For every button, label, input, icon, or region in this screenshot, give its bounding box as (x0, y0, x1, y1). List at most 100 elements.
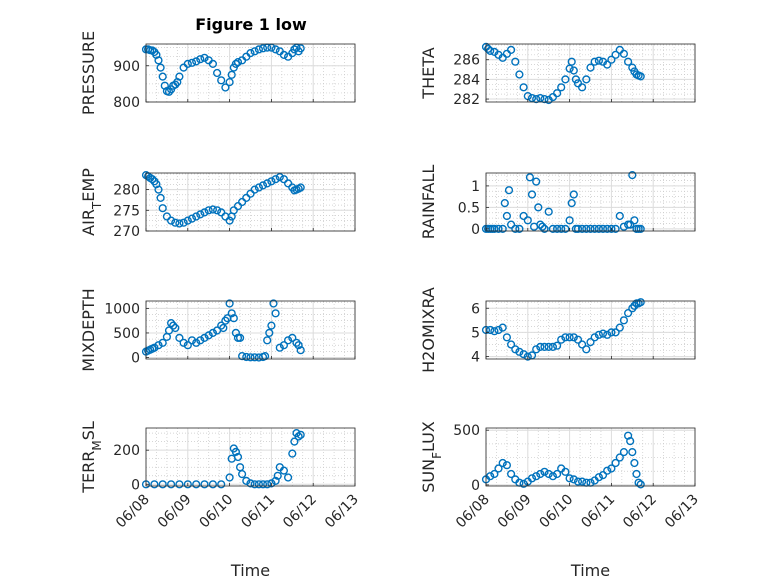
data-point (565, 333, 574, 342)
data-point (636, 224, 645, 234)
data-point (192, 480, 201, 489)
data-point (544, 207, 553, 216)
data-point (288, 333, 297, 343)
data-point (227, 70, 236, 79)
data-point (271, 476, 280, 486)
data-point (217, 480, 226, 489)
data-point (527, 474, 537, 483)
data-point (267, 479, 276, 488)
data-point (284, 336, 293, 345)
data-point (196, 55, 205, 64)
data-point (213, 206, 222, 215)
data-point (626, 437, 635, 446)
data-point (519, 83, 528, 92)
data-point (586, 224, 595, 234)
y-tick-label: 500 (453, 423, 480, 439)
data-point (148, 175, 157, 184)
data-point (636, 480, 645, 489)
data-point (175, 72, 184, 81)
data-point (511, 57, 520, 66)
y-tick-label: 1 (471, 179, 480, 195)
y-tick-label: 6 (471, 301, 480, 317)
data-point (598, 224, 608, 234)
x-tick-label: 06/09 (155, 492, 195, 532)
data-point (611, 458, 620, 468)
data-point (615, 211, 624, 221)
data-point (231, 447, 241, 457)
data-point (507, 45, 516, 55)
data-point (267, 321, 276, 330)
data-point (544, 342, 553, 352)
data-point (527, 190, 537, 199)
data-point (246, 353, 255, 362)
data-point (598, 471, 608, 480)
data-point (519, 211, 528, 221)
x-tick-label: 06/08 (113, 492, 153, 532)
data-point (175, 219, 184, 228)
y-tick-label: 284 (453, 72, 480, 88)
y-tick-label: 280 (113, 183, 140, 199)
data-point (557, 335, 566, 344)
data-point (534, 203, 543, 212)
axes-box (145, 43, 356, 103)
y-axis-label: MIXDEPTH (79, 288, 98, 371)
y-axis-label: SUNFLUX (419, 421, 444, 493)
data-point (630, 301, 639, 310)
data-point (192, 212, 201, 221)
data-point (607, 55, 616, 64)
data-point (552, 224, 562, 234)
data-point (227, 309, 236, 318)
x-tick-label: 06/11 (238, 492, 278, 532)
data-point (275, 173, 284, 182)
data-point (603, 224, 612, 234)
data-point (571, 75, 581, 84)
x-tick-label: 06/11 (578, 492, 618, 532)
subplot-6: 4 5 6 H2OMIXRA (419, 287, 696, 373)
data-point (290, 437, 299, 446)
data-point (208, 59, 218, 69)
x-tick-label: 06/10 (537, 492, 577, 532)
data-point (594, 473, 604, 482)
y-tick-label: 0 (131, 477, 140, 493)
x-tick-label: 06/08 (453, 492, 493, 532)
data-point (544, 469, 553, 479)
data-point (490, 469, 499, 479)
data-point (502, 461, 512, 470)
y-tick-label: 0 (471, 222, 480, 238)
data-point (183, 216, 192, 225)
x-axis-label-left: Time (230, 561, 270, 580)
data-point (561, 333, 570, 342)
data-point (619, 49, 629, 58)
data-point (527, 93, 537, 103)
data-point (238, 352, 247, 361)
figure-title: Figure 1 low (195, 15, 307, 34)
data-point (233, 202, 243, 211)
data-point (557, 83, 566, 92)
data-point (217, 321, 226, 330)
data-point (498, 458, 507, 468)
data-point (619, 448, 629, 457)
data-point (630, 458, 639, 468)
data-point (279, 175, 289, 184)
data-point (511, 345, 520, 354)
data-point (561, 224, 570, 234)
data-point (484, 44, 493, 54)
data-point (628, 448, 637, 457)
data-point (494, 464, 503, 473)
data-point (217, 76, 226, 85)
data-point (158, 480, 167, 489)
data-point (204, 206, 213, 215)
data-point (200, 53, 209, 62)
data-point (192, 338, 201, 347)
data-point (582, 75, 591, 84)
data-point (548, 224, 558, 234)
y-tick-label: 270 (113, 224, 140, 240)
data-point (636, 72, 645, 81)
data-point (196, 210, 205, 219)
data-point (279, 50, 289, 60)
y-tick-label: 0 (471, 478, 480, 494)
axes-box (145, 300, 356, 360)
data-point (519, 479, 528, 488)
data-point (225, 299, 234, 308)
data-point (238, 470, 247, 479)
